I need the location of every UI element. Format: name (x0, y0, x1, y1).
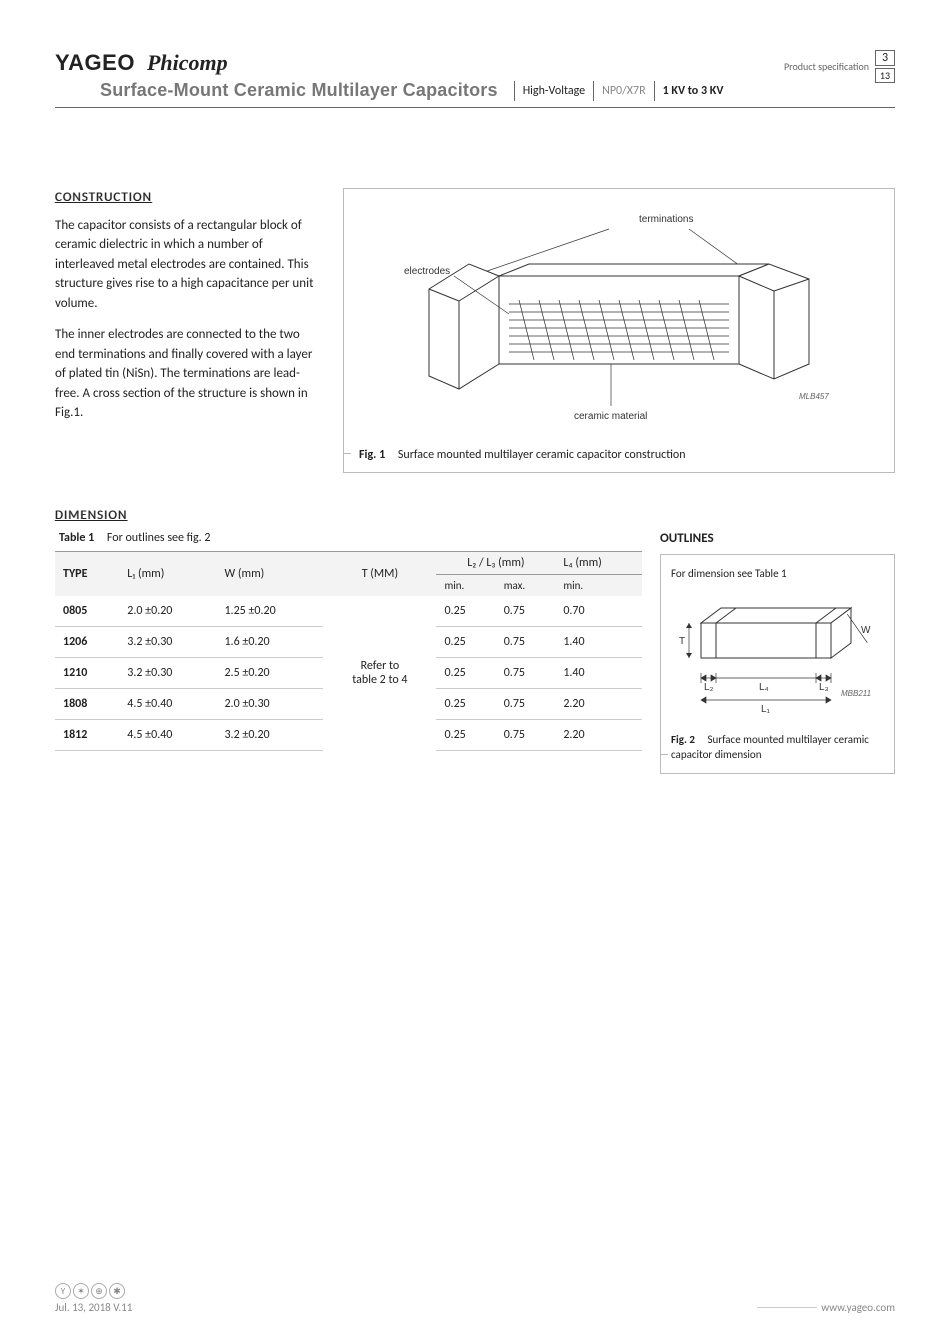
label-ceramic: ceramic material (574, 411, 647, 422)
dimension-heading: DIMENSION (55, 508, 895, 523)
fig1-number: Fig. 1 (359, 448, 385, 462)
construction-p2: The inner electrodes are connected to th… (55, 325, 315, 423)
dim-l4: L₄ (759, 682, 769, 693)
th-w: W (mm) (216, 552, 323, 597)
th-l23: L₂ / L₃ (mm) (436, 552, 555, 575)
construction-heading: CONSTRUCTION (55, 188, 315, 208)
dimension-section: DIMENSION Table 1 For outlines see fig. … (55, 508, 895, 774)
divider-icon (593, 81, 594, 101)
table1-caption: For outlines see fig. 2 (107, 531, 211, 545)
dim-l3: L₃ (819, 682, 829, 693)
hdr-seg-2: NP0/X7R (602, 84, 646, 98)
footer: Y ✶ ⊕ ✱ Jul. 13, 2018 V.11 www.yageo.com (55, 1283, 895, 1314)
cert-icon: ✱ (109, 1283, 125, 1299)
divider-icon (654, 81, 655, 101)
logo-phicomp: Phicomp (147, 50, 228, 76)
header: YAGEO Phicomp Surface-Mount Ceramic Mult… (55, 50, 895, 108)
prodspec-label: Product specification (784, 60, 869, 73)
cert-icons: Y ✶ ⊕ ✱ (55, 1283, 132, 1299)
hdr-seg-3: 1 KV to 3 KV (663, 84, 724, 98)
th-t: T (MM) (323, 552, 436, 597)
fig2-caption: Surface mounted multilayer ceramic capac… (671, 733, 869, 761)
dim-t: T (679, 636, 685, 647)
divider-icon (514, 81, 515, 101)
cert-icon: Y (55, 1283, 71, 1299)
label-electrodes: electrodes (404, 266, 450, 277)
table-row: 08052.0 ±0.201.25 ±0.20Refer to table 2 … (55, 596, 642, 627)
doc-title: Surface-Mount Ceramic Multilayer Capacit… (100, 80, 506, 101)
dimension-table: TYPE L₁ (mm) W (mm) T (MM) L₂ / L₃ (mm) … (55, 551, 642, 751)
cert-icon: ✶ (73, 1283, 89, 1299)
outlines-column: OUTLINES For dimension see Table 1 (660, 531, 895, 774)
fig1-caption: Surface mounted multilayer ceramic capac… (398, 448, 686, 462)
diagram-code: MLB457 (799, 392, 829, 401)
figure-1-box: terminations (343, 188, 895, 473)
footer-date: Jul. 13, 2018 V.11 (55, 1301, 132, 1314)
label-terminations: terminations (639, 214, 693, 225)
th-l4min: min. (555, 575, 642, 597)
page-current: 3 (875, 50, 895, 66)
fig2-number: Fig. 2 (671, 733, 695, 746)
outlines-note: For dimension see Table 1 (671, 567, 884, 580)
th-l4: L₄ (mm) (555, 552, 642, 575)
capacitor-construction-diagram: terminations (359, 204, 839, 434)
th-l1: L₁ (mm) (119, 552, 216, 597)
dim-l2: L₂ (704, 682, 714, 693)
th-type: TYPE (55, 552, 119, 597)
hdr-seg-1: High-Voltage (523, 84, 585, 98)
construction-p1: The capacitor consists of a rectangular … (55, 216, 315, 314)
outlines-title: OUTLINES (660, 531, 895, 546)
dim-w: W (861, 625, 871, 636)
cert-icon: ⊕ (91, 1283, 107, 1299)
th-l23min: min. (436, 575, 495, 597)
construction-section: CONSTRUCTION The capacitor consists of a… (55, 188, 895, 473)
footer-site: www.yageo.com (821, 1301, 895, 1314)
table1-number: Table 1 (59, 531, 94, 545)
logo-yageo: YAGEO (55, 50, 135, 76)
th-l23max: max. (496, 575, 556, 597)
diagram-code-2: MBB211 (841, 689, 871, 698)
dimension-diagram: T W L₂ L₄ L₃ (671, 588, 876, 718)
dim-l1: L₁ (761, 704, 771, 715)
